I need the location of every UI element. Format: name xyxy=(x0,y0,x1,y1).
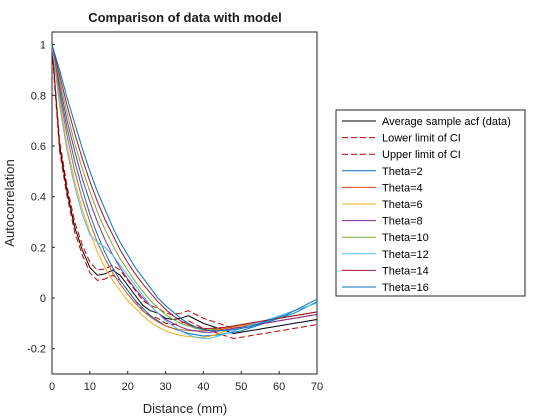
legend-label-3: Theta=2 xyxy=(382,166,423,178)
y-tick-label-0: -0.2 xyxy=(27,344,46,356)
x-tick-label-5: 50 xyxy=(235,381,247,393)
x-tick-label-3: 30 xyxy=(159,381,171,393)
series-layer xyxy=(51,44,318,340)
x-axis-label: Distance (mm) xyxy=(143,401,228,416)
x-tick-label-7: 70 xyxy=(311,381,323,393)
x-tick-label-6: 60 xyxy=(273,381,285,393)
legend-label-4: Theta=4 xyxy=(382,182,423,194)
tick-layer: 0 10 20 30 40 50 60 70 -0.2 0 0.2 0.4 0.6 0.8 1 xyxy=(27,40,323,393)
legend-box xyxy=(335,109,526,297)
y-tick-label-6: 1 xyxy=(40,40,46,52)
series-line-0 xyxy=(51,44,318,335)
legend-items: Average sample acf (data) Lower limit of … xyxy=(342,116,511,294)
plot-area: 0 10 20 30 40 50 60 70 -0.2 0 0.2 0.4 0.6 0.8 1 xyxy=(27,31,323,393)
legend-label-5: Theta=6 xyxy=(382,199,423,211)
y-tick-label-1: 0 xyxy=(40,293,46,305)
x-tick-label-4: 40 xyxy=(197,381,209,393)
legend-label-8: Theta=12 xyxy=(382,249,429,261)
x-tick-label-2: 20 xyxy=(122,381,134,393)
y-tick-label-2: 0.2 xyxy=(31,242,46,254)
chart-title: Comparison of data with model xyxy=(88,10,282,25)
legend: Average sample acf (data) Lower limit of … xyxy=(335,109,526,297)
legend-label-2: Upper limit of CI xyxy=(382,149,461,161)
legend-label-6: Theta=8 xyxy=(382,216,423,228)
legend-label-10: Theta=16 xyxy=(382,282,429,294)
series-line-10 xyxy=(51,44,318,332)
legend-label-0: Average sample acf (data) xyxy=(382,116,511,128)
x-tick-label-0: 0 xyxy=(49,381,55,393)
y-tick-label-3: 0.4 xyxy=(31,192,46,204)
legend-label-7: Theta=10 xyxy=(382,232,429,244)
series-line-8 xyxy=(51,44,318,340)
series-line-6 xyxy=(51,44,318,333)
series-line-3 xyxy=(51,44,318,337)
legend-label-1: Lower limit of CI xyxy=(382,133,461,145)
x-tick-label-1: 10 xyxy=(84,381,96,393)
legend-label-9: Theta=14 xyxy=(382,265,429,277)
series-line-1 xyxy=(51,49,318,340)
y-tick-label-5: 0.8 xyxy=(31,90,46,102)
y-axis-label: Autocorrelation xyxy=(2,159,17,246)
y-tick-label-4: 0.6 xyxy=(31,141,46,153)
